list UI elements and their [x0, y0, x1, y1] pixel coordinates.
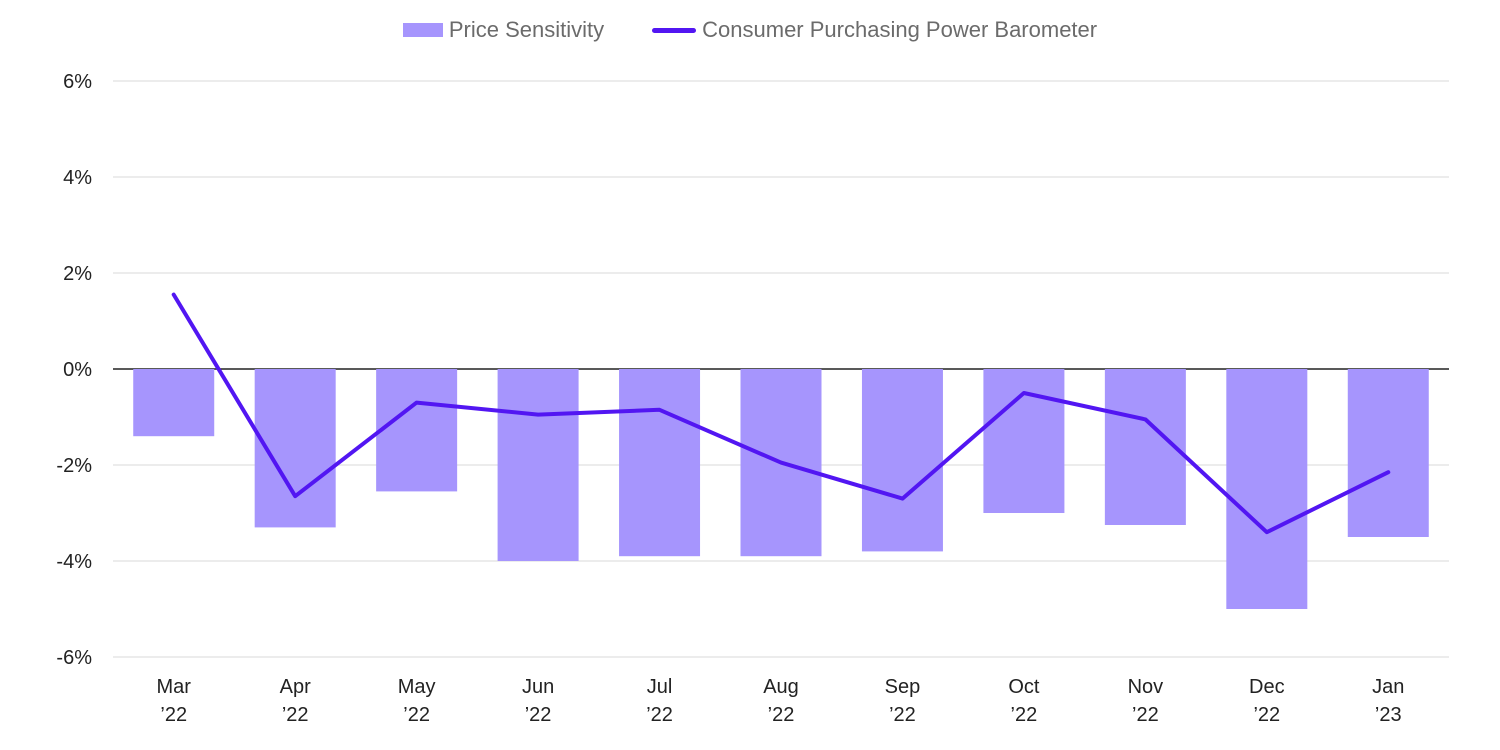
bar-price-sensitivity: [376, 369, 458, 492]
legend-label-cppb: Consumer Purchasing Power Barometer: [702, 17, 1098, 42]
y-tick-label: -2%: [56, 455, 92, 477]
legend-item-price-sensitivity: Price Sensitivity: [402, 17, 605, 43]
x-tick-label: Jul ’22: [646, 676, 673, 726]
x-tick-label: Sep ’22: [885, 676, 921, 726]
bar-price-sensitivity: [619, 369, 701, 557]
legend-swatch-bar: [402, 23, 443, 37]
legend-swatch-line: [652, 27, 697, 33]
legend-item-cppb: Consumer Purchasing Power Barometer: [652, 17, 1097, 43]
bar-price-sensitivity: [1347, 369, 1429, 537]
legend: Price Sensitivity Consumer Purchasing Po…: [0, 17, 1500, 43]
legend-label-price-sensitivity: Price Sensitivity: [448, 17, 605, 42]
x-tick-label: Jan ’23: [1372, 676, 1404, 726]
x-tick-label: Jun ’22: [522, 676, 554, 726]
x-tick-label: Dec ’22: [1249, 676, 1285, 726]
y-tick-label: 2%: [63, 263, 92, 285]
x-tick-label: May ’22: [398, 676, 436, 726]
x-tick-label: Aug ’22: [763, 676, 799, 726]
bar-price-sensitivity: [983, 369, 1065, 513]
bar-price-sensitivity: [497, 369, 579, 561]
x-tick-label: Apr ’22: [280, 676, 311, 726]
y-tick-label: -4%: [56, 551, 92, 573]
x-tick-label: Nov ’22: [1128, 676, 1164, 726]
bar-price-sensitivity: [861, 369, 943, 552]
y-tick-label: 4%: [63, 167, 92, 189]
bar-price-sensitivity: [1226, 369, 1308, 609]
x-tick-label: Mar ’22: [157, 676, 192, 726]
x-tick-label: Oct ’22: [1008, 676, 1040, 726]
y-tick-label: 0%: [63, 359, 92, 381]
y-tick-label: 6%: [63, 71, 92, 93]
y-tick-label: -6%: [56, 647, 92, 669]
bar-price-sensitivity: [133, 369, 215, 437]
